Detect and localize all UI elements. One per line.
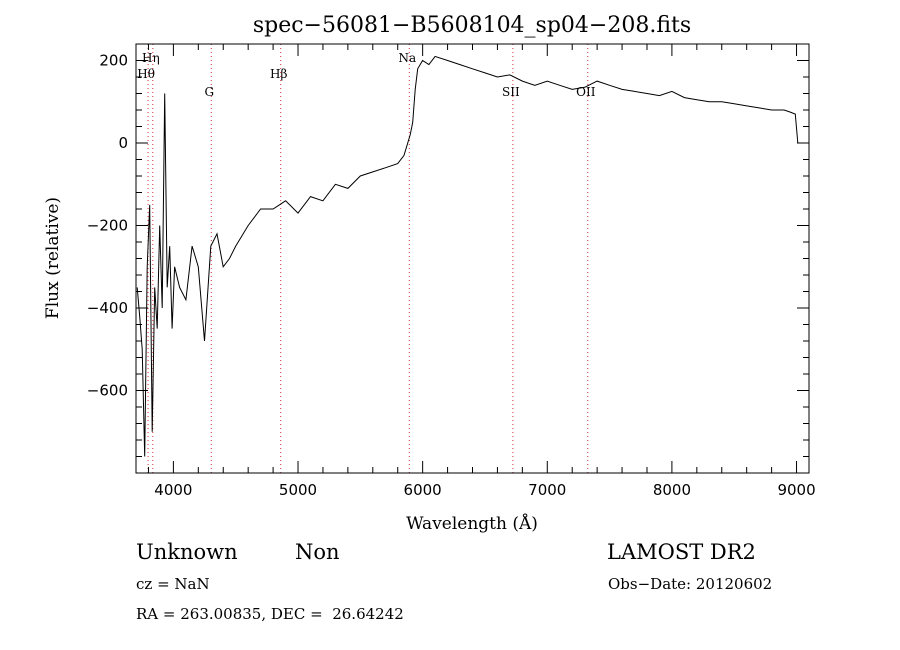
spectrum-line: [136, 55, 799, 457]
x-tick-label-5: 9000: [777, 481, 815, 499]
line-label-2: G: [204, 85, 214, 99]
x-tick-label-3: 7000: [528, 481, 566, 499]
plot-area: Hη Hθ G Hβ Na SII OII 4000 5000 6000 7000 8000 9000 −…: [87, 43, 816, 499]
coordinates: RA = 263.00835, DEC = 26.64242: [136, 605, 404, 623]
line-label-6: OII: [576, 85, 596, 99]
chart-title: spec−56081−B5608104_sp04−208.fits: [253, 13, 691, 38]
y-tick-label-4: 200: [99, 52, 128, 70]
x-tick-label-1: 5000: [279, 481, 317, 499]
plot-frame: [135, 43, 810, 474]
y-axis-label: Flux (relative): [43, 197, 63, 319]
subclass-label: Non: [295, 540, 340, 564]
line-label-5: SII: [502, 85, 520, 99]
x-axis-label: Wavelength (Å): [406, 513, 538, 534]
y-tick-label-3: 0: [118, 134, 128, 152]
y-tick-label-0: −600: [87, 382, 128, 400]
y-tick-label-1: −400: [87, 299, 128, 317]
y-tick-label-2: −200: [87, 217, 128, 235]
line-label-4: Na: [398, 51, 416, 65]
line-label-0: Hη: [142, 51, 160, 65]
cz-value: cz = NaN: [136, 575, 210, 593]
line-label-1: Hθ: [137, 67, 155, 81]
class-label: Unknown: [136, 540, 238, 564]
obs-date: Obs−Date: 20120602: [608, 575, 773, 593]
survey-label: LAMOST DR2: [607, 540, 756, 564]
x-tick-label-2: 6000: [404, 481, 442, 499]
line-label-3: Hβ: [270, 67, 287, 81]
x-tick-label-0: 4000: [154, 481, 192, 499]
x-tick-label-4: 8000: [653, 481, 691, 499]
